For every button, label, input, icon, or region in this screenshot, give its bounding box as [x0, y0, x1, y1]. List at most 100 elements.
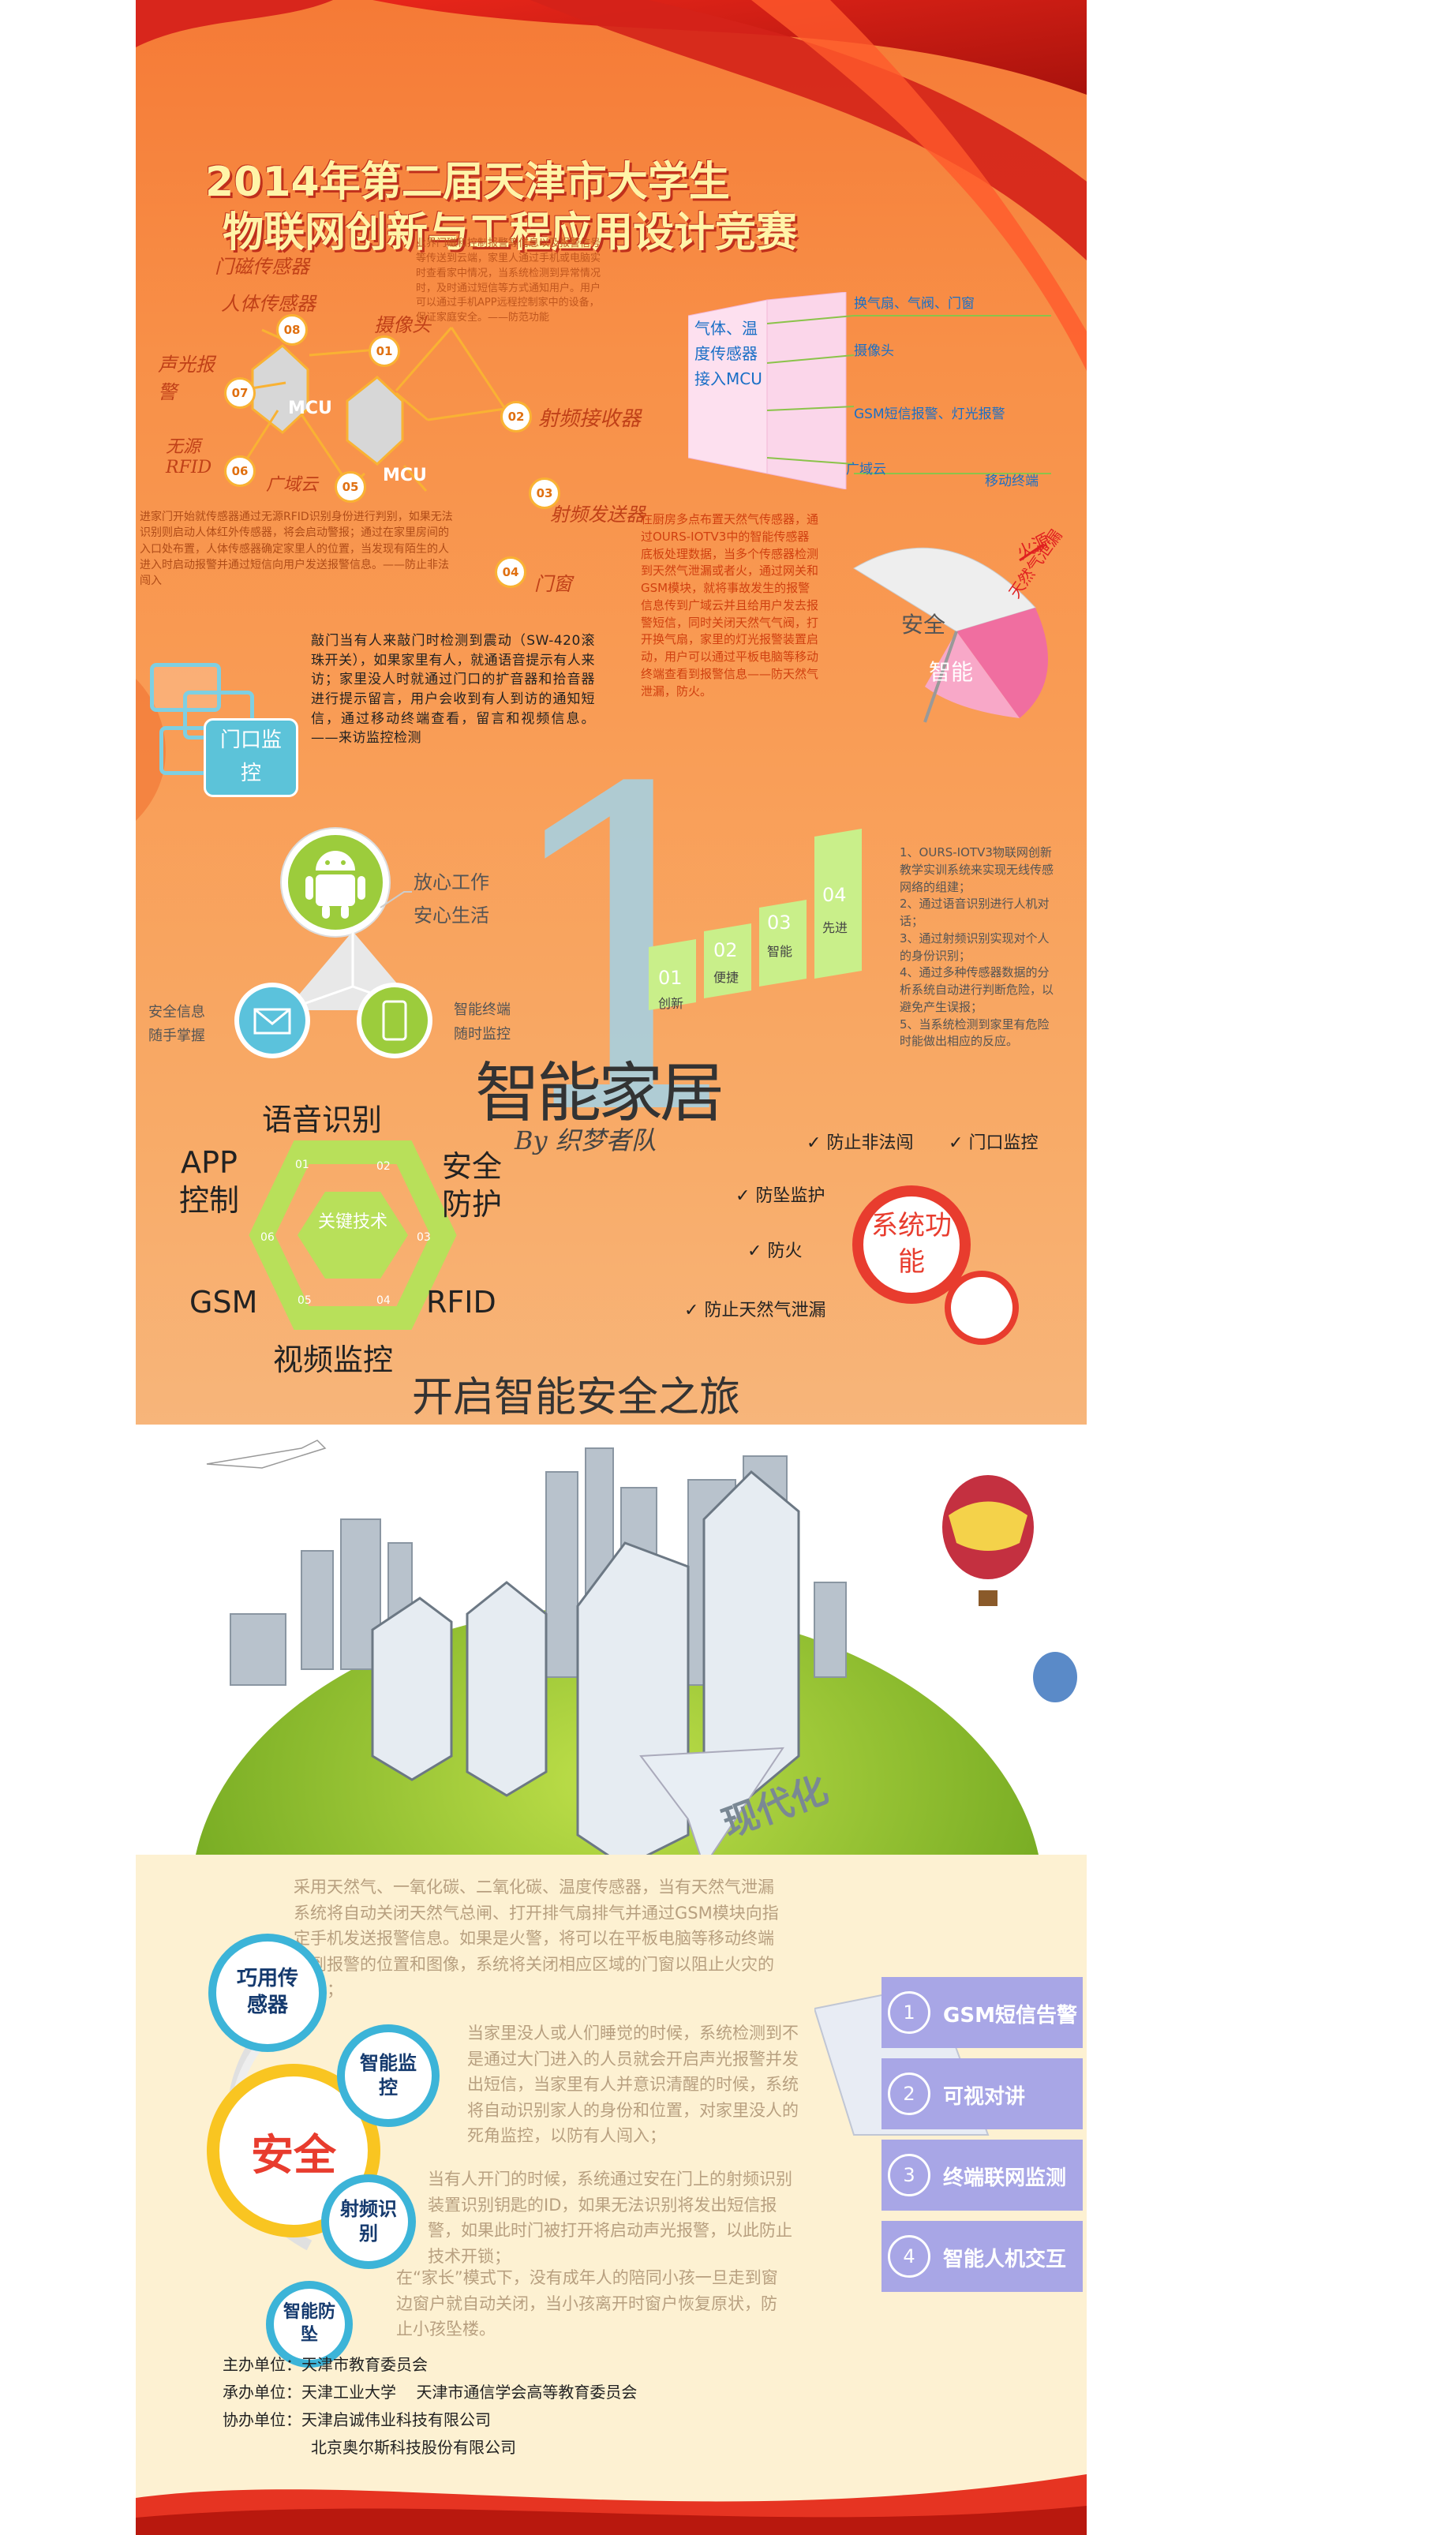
node-05: 05 — [335, 471, 366, 503]
by-team: By 织梦者队 — [515, 1125, 657, 1155]
city-globe-illustration — [193, 1440, 1077, 1867]
node-04: 04 — [495, 556, 526, 588]
key-tech-center: 关键技术 — [317, 1212, 387, 1232]
gas-right-2: 摄像头 — [854, 343, 894, 359]
umbrella-graphic — [853, 543, 1048, 723]
step-label-01: 创新 — [658, 996, 684, 1011]
feature-3: 3 终端联网监测 — [881, 2140, 1083, 2211]
node-02: 02 — [500, 401, 532, 432]
undertake-label: 承办单位： — [223, 2383, 301, 2402]
step-num-04: 04 — [822, 884, 847, 906]
func-label-3: 防坠监护 — [755, 1186, 825, 1206]
hex-num-02: 02 — [376, 1160, 391, 1173]
step-label-04: 先进 — [822, 920, 848, 935]
para-top: 业界门磁和控制报警等信息以及报警信号等传送到云端，家里人通过手机或电脑实时查看家… — [416, 238, 601, 324]
steps-ribbon — [649, 829, 862, 1010]
android-left2: 随手掌握 — [148, 1028, 205, 1044]
hex-num-06: 06 — [260, 1231, 275, 1244]
host-name: 天津市教育委员会 — [301, 2355, 428, 2374]
func-item-1: ✓ 防止非法闯 — [807, 1133, 914, 1153]
assist-name-2: 北京奥尔斯科技股份有限公司 — [311, 2438, 516, 2457]
bottom-para-3: 当有人开门的时候，系统通过安在门上的射频识别装置识别钥匙的ID，如果无法识别将发… — [428, 2170, 792, 2266]
gas-panel: 气体、温度传感器接入MCU 换气扇、气阀、门窗 摄像头 GSM短信报警、灯光报警… — [688, 292, 1059, 489]
smart-home-title: 智能家居 — [475, 1056, 724, 1131]
host-label: 主办单位： — [223, 2355, 301, 2374]
poster-bottom: 现代化 采用天然气、一氧化碳、二氧化碳、温度传感器，当有天然气泄漏系统将自动关闭… — [136, 1425, 1087, 2535]
android-right1: 智能终端 — [454, 1002, 511, 1018]
undertake-name-2: 天津市通信学会高等教育委员会 — [416, 2383, 638, 2402]
func-label-1: 防止非法闯 — [826, 1133, 914, 1153]
bottom-para-2: 当家里没人或人们睡觉的时候，系统检测到不是通过大门进入的人员就会开启声光报警并发… — [467, 2024, 799, 2146]
bottom-para-4: 在“家长”模式下，没有成年人的陪同小孩一旦走到窗边窗户就自动关闭，当小孩离开时窗… — [396, 2268, 778, 2339]
step-num-03: 03 — [767, 912, 792, 934]
background-swooshes — [136, 0, 1087, 821]
label-door-sensor: 门磁传感器 — [215, 256, 309, 278]
node-07: 07 — [224, 377, 256, 409]
android-left1: 安全信息 — [148, 1004, 205, 1020]
label-rf-sender: 射频发送器 — [550, 504, 645, 526]
label-alarm: 声光报警 — [158, 354, 215, 403]
bubble-fall: 智能防坠 — [266, 2281, 353, 2368]
organizer-host: 主办单位：天津市教育委员会 — [223, 2352, 428, 2375]
hub-mcu-2: MCU — [383, 466, 427, 485]
tech-rfid: RFID — [426, 1285, 496, 1320]
assist-label: 协办单位： — [223, 2410, 301, 2429]
hex-num-03: 03 — [417, 1231, 431, 1244]
feature-4: 4 智能人机交互 — [881, 2221, 1083, 2292]
func-item-2: ✓ 门口监控 — [949, 1133, 1039, 1153]
undertake-name-1: 天津工业大学 — [301, 2383, 396, 2402]
feature-num-2: 2 — [888, 2073, 930, 2115]
gas-bottom: 移动终端 — [985, 474, 1039, 489]
func-item-3: ✓ 防坠监护 — [735, 1186, 825, 1206]
label-cloud: 广域云 — [266, 475, 319, 495]
step-label-03: 智能 — [767, 944, 793, 959]
node-03: 03 — [529, 477, 560, 509]
feature-label-2: 可视对讲 — [943, 2085, 1026, 2109]
para-left: 进家门开始就传感器通过无源RFID识别身份进行判别，如果无法识别则启动人体红外传… — [140, 511, 453, 588]
func-item-4: ✓ 防火 — [747, 1241, 803, 1261]
bubble-sensors: 巧用传感器 — [208, 1934, 327, 2052]
label-rfid: 无源RFID — [166, 437, 212, 477]
step-num-02: 02 — [713, 939, 738, 961]
label-body-sensor: 人体传感器 — [221, 293, 316, 315]
organizer-assist: 协办单位：天津启诚伟业科技有限公司 — [223, 2407, 491, 2430]
gas-left-label: 气体、温度传感器接入MCU — [694, 319, 762, 388]
android-icon — [282, 829, 389, 936]
hex-num-01: 01 — [295, 1159, 309, 1171]
tech-app: APP控制 — [178, 1145, 239, 1218]
feature-num-4: 4 — [888, 2235, 930, 2278]
door-para: 敲门当有人来敲门时检测到震动（SW-420滚珠开关），如果家里有人，就通语音提示… — [311, 633, 595, 747]
tech-gsm: GSM — [189, 1285, 258, 1320]
feature-1: 1 GSM短信告警 — [881, 1977, 1083, 2048]
steps-para: 1、OURS-IOTV3物联网创新教学实训系统来实现无线传感网络的组建； 2、通… — [900, 845, 1054, 1049]
title-line2: 物联网创新与工程应用设计竞赛 — [223, 209, 798, 256]
android-text2: 安心生活 — [414, 904, 489, 927]
gas-para: 在厨房多点布置天然气传感器，通过OURS-IOTV3中的智能传感器底板处理数据，… — [641, 512, 819, 698]
gas-right-3: GSM短信报警、灯光报警 — [854, 406, 1005, 422]
feature-num-3: 3 — [888, 2154, 930, 2196]
gas-right-1: 换气扇、气阀、门窗 — [854, 296, 975, 312]
umbrella-smart: 智能 — [929, 659, 974, 685]
door-monitor-badge: 门口监控 — [204, 718, 298, 797]
title-line1: 2014年第二届天津市大学生 — [205, 159, 730, 206]
android-text1: 放心工作 — [414, 871, 489, 893]
phone-icon — [357, 983, 432, 1058]
deco-small-circle — [945, 1271, 1019, 1345]
umbrella-safe: 安全 — [901, 612, 946, 638]
step-label-02: 便捷 — [713, 970, 739, 985]
node-08: 08 — [276, 314, 308, 346]
organizer-undertake: 承办单位：天津工业大学 天津市通信学会高等教育委员会 — [223, 2380, 637, 2402]
tech-voice: 语音识别 — [262, 1103, 383, 1137]
func-item-5: ✓ 防止天然气泄漏 — [684, 1301, 826, 1320]
assist-name-1: 天津启诚伟业科技有限公司 — [301, 2410, 491, 2429]
func-label-2: 门口监控 — [968, 1133, 1039, 1153]
tech-video: 视频监控 — [273, 1342, 394, 1377]
poster-top: 2014年第二届天津市大学生 物联网创新与工程应用设计竞赛 MCU MCU 01… — [136, 0, 1087, 1425]
hub-mcu-1: MCU — [288, 399, 332, 418]
label-camera: 摄像头 — [374, 314, 431, 336]
bubble-monitor: 智能监控 — [337, 2024, 440, 2127]
step-num-01: 01 — [658, 967, 683, 989]
key-tech-hexagon — [249, 1140, 457, 1330]
func-label-4: 防火 — [767, 1241, 803, 1261]
feature-label-3: 终端联网监测 — [943, 2166, 1067, 2190]
